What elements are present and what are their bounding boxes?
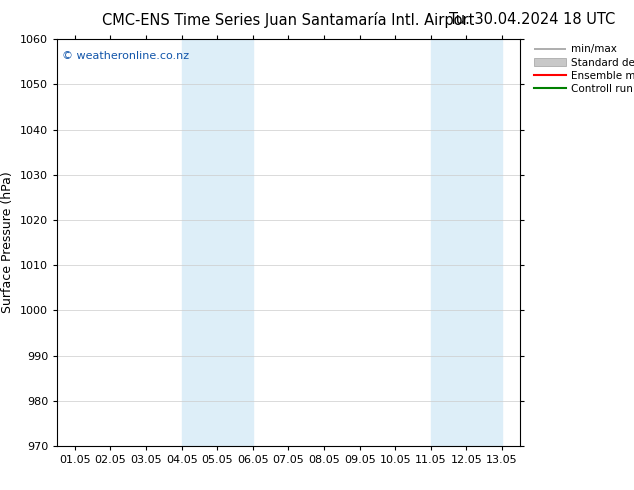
Bar	[182, 39, 253, 446]
Text: Tu. 30.04.2024 18 UTC: Tu. 30.04.2024 18 UTC	[450, 12, 616, 27]
Bar	[431, 39, 502, 446]
Text: CMC-ENS Time Series Juan Santamaría Intl. Airport: CMC-ENS Time Series Juan Santamaría Intl…	[102, 12, 475, 28]
Y-axis label: Surface Pressure (hPa): Surface Pressure (hPa)	[1, 172, 15, 314]
Text: © weatheronline.co.nz: © weatheronline.co.nz	[61, 51, 189, 61]
Legend: min/max, Standard deviation, Ensemble mean run, Controll run: min/max, Standard deviation, Ensemble me…	[534, 45, 634, 94]
